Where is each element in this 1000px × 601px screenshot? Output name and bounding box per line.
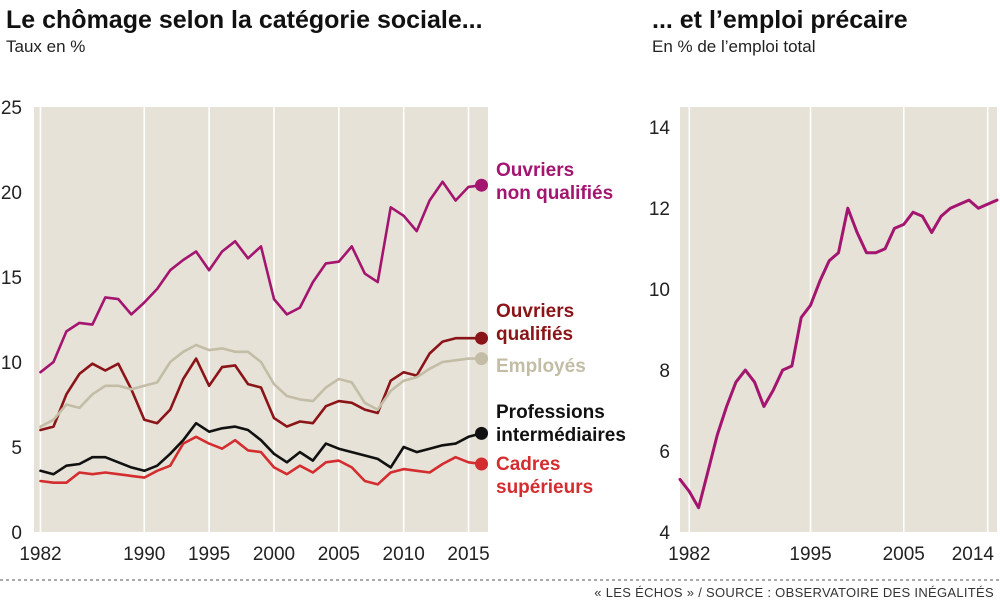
right-x-axis: 1982 1995 2005 2014: [668, 544, 994, 565]
left-series-line: [39, 336, 483, 432]
left-series-end-marker: [475, 352, 489, 366]
left-y-axis: 0 5 10 15 20 25: [1, 98, 22, 544]
left-y-tick-label: 0: [11, 523, 22, 544]
right-x-tick-label: 2014: [952, 544, 995, 565]
left-series-label: Professions: [496, 402, 605, 423]
left-x-tick-label: 1995: [188, 544, 230, 565]
left-series-line: [39, 180, 483, 374]
left-chart-subtitle: Taux en %: [6, 37, 85, 56]
left-series-end-marker: [475, 426, 489, 440]
right-grid: [688, 107, 989, 532]
right-chart-subtitle: En % de l’emploi total: [652, 37, 815, 56]
left-x-tick-label: 2005: [318, 544, 360, 565]
left-x-tick-label: 2000: [253, 544, 295, 565]
left-x-tick-label: 1990: [123, 544, 165, 565]
right-chart-title: ... et l’emploi précaire: [652, 6, 908, 34]
left-x-tick-label: 2015: [447, 544, 489, 565]
left-x-tick-label: 2010: [383, 544, 425, 565]
left-series-label: Ouvriers: [496, 160, 574, 181]
left-series-end-marker: [475, 331, 489, 345]
left-x-tick-label: 1982: [19, 544, 61, 565]
right-y-tick-label: 12: [649, 199, 670, 220]
left-series-label: intermédiaires: [496, 425, 626, 446]
right-y-tick-label: 14: [649, 118, 671, 139]
left-x-axis: 1982 1990 1995 2000 2005 2010 2015: [19, 544, 489, 565]
unemployment-chart: Le chômage selon la catégorie sociale...…: [1, 6, 626, 565]
left-series-label: non qualifiés: [496, 183, 613, 204]
left-chart-title: Le chômage selon la catégorie sociale...: [6, 6, 483, 34]
left-series-end-marker: [475, 457, 489, 471]
source-credit: « LES ÉCHOS » / SOURCE : OBSERVATOIRE DE…: [594, 585, 994, 600]
left-series-label: Ouvriers: [496, 301, 574, 322]
right-plot-background: [680, 107, 997, 532]
left-plot-background: [34, 107, 488, 532]
right-series-line: [678, 198, 999, 510]
left-grid: [39, 107, 470, 532]
left-series-label: supérieurs: [496, 477, 593, 498]
right-x-tick-label: 2005: [883, 544, 925, 565]
right-y-tick-label: 4: [659, 523, 670, 544]
right-y-tick-label: 6: [659, 442, 670, 463]
left-series-label: Cadres: [496, 454, 560, 475]
right-x-tick-label: 1982: [668, 544, 710, 565]
right-x-tick-label: 1995: [789, 544, 831, 565]
left-y-tick-label: 5: [11, 438, 22, 459]
left-y-tick-label: 10: [1, 353, 22, 374]
left-y-tick-label: 20: [1, 183, 22, 204]
precarious-employment-chart: ... et l’emploi précaire En % de l’emplo…: [649, 6, 999, 565]
right-y-tick-label: 10: [649, 280, 670, 301]
left-y-tick-label: 25: [1, 98, 22, 119]
left-series-end-marker: [475, 178, 489, 192]
left-series-label: Employés: [496, 356, 586, 377]
left-y-tick-label: 15: [1, 268, 22, 289]
left-series-label: qualifiés: [496, 324, 573, 345]
right-series-group: [678, 198, 999, 510]
left-series-group: [39, 178, 489, 486]
right-y-tick-label: 8: [659, 361, 670, 382]
left-series-line: [39, 435, 483, 486]
right-y-axis: 4 6 8 10 12 14: [649, 118, 671, 544]
left-series-line: [39, 421, 483, 476]
left-series-line: [39, 343, 483, 428]
